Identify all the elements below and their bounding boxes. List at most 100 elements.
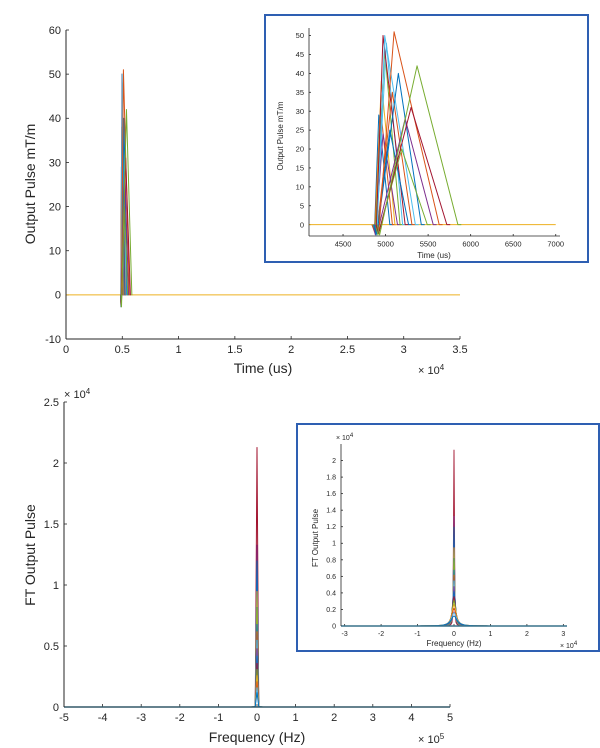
ft-main-x-tick-label: 0 [254, 712, 260, 724]
pulse-inset-y-ticks: 0 5 10 15 20 25 30 35 40 45 50 [296, 31, 311, 229]
ft-inset-frame [296, 423, 600, 652]
pulse-inset-x-tick-label: 5500 [420, 240, 437, 249]
pulse-inset-y-tick-label: 30 [296, 107, 304, 116]
pulse-inset-y-tick-label: 15 [296, 164, 304, 173]
ft-main-y-tick-label: 2 [53, 458, 59, 470]
ft-inset-y-tick-label: 1 [332, 541, 336, 548]
ft-main-x-tick-label: 5 [447, 712, 453, 724]
ft-main-x-label: Frequency (Hz) [209, 729, 305, 745]
pulse-inset-x-tick-label: 6000 [462, 240, 479, 249]
pulse-main-x-tick-label: 1.5 [227, 344, 242, 356]
ft-inset-y-tick-label: 0 [332, 623, 336, 630]
pulse-inset-pulse-line [372, 133, 401, 236]
ft-inset-x-label: Frequency (Hz) [426, 639, 481, 648]
ft-main-x-tick-label: -4 [98, 712, 108, 724]
pulse-inset-y-tick-label: 5 [300, 201, 304, 210]
ft-main-x-tick-label: 4 [408, 712, 414, 724]
ft-inset-y-tick-label: 0.8 [326, 557, 336, 564]
ft-main-y-exponent: × 104 [64, 387, 91, 401]
pulse-main-y-tick-label: -10 [45, 334, 61, 346]
pulse-inset-pulse-line [374, 72, 425, 234]
ft-main-y-ticks: 0 0.5 1 1.5 2 2.5 [44, 397, 67, 714]
pulse-main-x-exponent: × 104 [418, 363, 445, 377]
pulse-main-x-label: Time (us) [234, 360, 293, 376]
pulse-inset-pulse-line [374, 148, 431, 236]
ft-inset-x-tick-label: 3 [561, 631, 565, 638]
pulse-main-y-tick-label: 60 [49, 25, 61, 37]
pulse-inset-x-label: Time (us) [417, 251, 451, 260]
pulse-inset-y-label: Output Pulse mT/m [276, 101, 285, 170]
ft-main-y-tick-label: 0.5 [44, 641, 59, 653]
ft-inset-y-tick-label: 0.4 [326, 590, 336, 597]
pulse-main-y-label: Output Pulse mT/m [22, 124, 38, 245]
ft-inset-y-tick-label: 0.6 [326, 574, 336, 581]
pulse-main-y-tick-label: 40 [49, 113, 61, 125]
pulse-main-y-tick-label: 20 [49, 201, 61, 213]
ft-main-y-tick-label: 1.5 [44, 519, 59, 531]
pulse-main-series [66, 69, 460, 308]
ft-main-y-tick-label: 2.5 [44, 397, 59, 409]
pulse-main-y-tick-label: 30 [49, 157, 61, 169]
pulse-inset-y-tick-label: 0 [300, 220, 304, 229]
pulse-inset-y-tick-label: 40 [296, 69, 304, 78]
pulse-inset-y-tick-label: 20 [296, 145, 304, 154]
ft-inset-y-exponent: × 104 [336, 433, 354, 442]
ft-inset: 0 0.2 0.4 0.6 0.8 1 1.2 1.4 1.6 1.8 2 -3 -2 -1 0 1 2 3 F… [296, 423, 600, 652]
ft-inset-y-tick-label: 1.4 [326, 508, 336, 515]
ft-main-y-label: FT Output Pulse [22, 504, 38, 606]
ft-inset-y-label: FT Output Pulse [311, 508, 320, 567]
ft-inset-x-tick-label: 1 [488, 631, 492, 638]
ft-inset-x-tick-label: 0 [452, 631, 456, 638]
pulse-inset-x-tick-label: 4500 [335, 240, 352, 249]
pulse-inset-pulse-line [375, 106, 451, 234]
ft-inset-y-tick-label: 2 [332, 458, 336, 465]
pulse-inset-y-tick-label: 50 [296, 31, 304, 40]
pulse-main-x-tick-label: 3.5 [452, 344, 467, 356]
pulse-main-x-tick-label: 2.5 [340, 344, 355, 356]
ft-inset-x-exponent: × 104 [560, 641, 578, 650]
ft-main-plot: 0 0.5 1 1.5 2 2.5 -5 -4 -3 -2 -1 0 1 2 3 4 5 Frequency … [22, 387, 453, 746]
ft-main-x-ticks: -5 -4 -3 -2 -1 0 1 2 3 4 5 [59, 704, 453, 724]
pulse-main-y-tick-label: 10 [49, 246, 61, 258]
pulse-main-x-tick-label: 0.5 [115, 344, 130, 356]
pulse-inset-series [309, 31, 556, 236]
pulse-main-x-tick-label: 2 [288, 344, 294, 356]
pulse-inset-y-tick-label: 25 [296, 126, 304, 135]
ft-main-x-tick-label: -1 [214, 712, 224, 724]
pulse-inset-x-tick-label: 6500 [505, 240, 522, 249]
ft-inset-x-tick-label: 2 [525, 631, 529, 638]
pulse-main-x-tick-label: 3 [401, 344, 407, 356]
ft-inset-y-ticks: 0 0.2 0.4 0.6 0.8 1 1.2 1.4 1.6 1.8 2 [326, 458, 343, 630]
ft-main-x-tick-label: -3 [136, 712, 146, 724]
pulse-main-pulse-line [120, 108, 133, 308]
pulse-inset: 0 5 10 15 20 25 30 35 40 45 50 4500 5000 5500 6000 650… [264, 14, 589, 263]
pulse-inset-x-tick-label: 5000 [377, 240, 394, 249]
pulse-inset-pulse-line [373, 129, 412, 236]
pulse-inset-pulse-line [376, 65, 462, 236]
pulse-main-y-tick-label: 0 [55, 290, 61, 302]
ft-main-x-tick-label: -2 [175, 712, 185, 724]
ft-inset-x-tick-label: -1 [414, 631, 420, 638]
ft-main-x-tick-label: 1 [293, 712, 299, 724]
ft-inset-x-tick-label: -2 [378, 631, 384, 638]
ft-main-x-tick-label: -5 [59, 712, 69, 724]
ft-main-y-tick-label: 1 [53, 580, 59, 592]
ft-main-x-tick-label: 3 [370, 712, 376, 724]
ft-inset-x-tick-label: -3 [342, 631, 348, 638]
ft-inset-y-tick-label: 1.6 [326, 491, 336, 498]
pulse-main-y-ticks: -10 0 10 20 30 40 50 60 [45, 25, 69, 346]
pulse-inset-y-tick-label: 35 [296, 88, 304, 97]
ft-inset-y-tick-label: 1.8 [326, 475, 336, 482]
ft-main-x-exponent: × 105 [418, 732, 445, 746]
pulse-inset-y-tick-label: 10 [296, 182, 304, 191]
pulse-main-x-tick-label: 0 [63, 344, 69, 356]
pulse-main-y-tick-label: 50 [49, 69, 61, 81]
ft-main-x-tick-label: 2 [331, 712, 337, 724]
pulse-inset-y-tick-label: 45 [296, 50, 304, 59]
ft-main-y-tick-label: 0 [53, 702, 59, 714]
pulse-main-x-tick-label: 1 [176, 344, 182, 356]
ft-inset-y-tick-label: 0.2 [326, 607, 336, 614]
pulse-inset-x-tick-label: 7000 [547, 240, 564, 249]
